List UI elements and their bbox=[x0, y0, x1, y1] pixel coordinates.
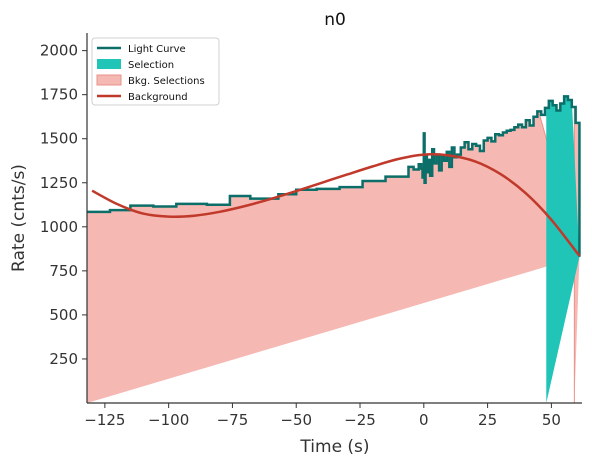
x-tick-label: −25 bbox=[344, 411, 376, 429]
legend-box bbox=[91, 37, 220, 106]
x-tick-label: −125 bbox=[84, 411, 125, 429]
light-curve-layer bbox=[87, 95, 581, 257]
legend-label-0: Light Curve bbox=[128, 44, 186, 55]
background-curve bbox=[91, 153, 581, 257]
x-tick-label: −50 bbox=[280, 411, 312, 429]
y-tick-label: 1500 bbox=[40, 130, 78, 148]
tick-labels: −125 −100 −75 −50 −25 0 25 50 250 500 750 1000 1250 1… bbox=[40, 42, 561, 429]
legend-swatch-1 bbox=[97, 59, 121, 69]
legend: Light Curve Selection Bkg. Selections Backg… bbox=[91, 37, 220, 106]
x-tick-label: 0 bbox=[419, 411, 429, 429]
legend-label-1: Selection bbox=[128, 60, 174, 71]
axes bbox=[82, 33, 582, 408]
chart-title: n0 bbox=[324, 10, 346, 30]
selection-area bbox=[546, 96, 580, 403]
legend-label-3: Background bbox=[128, 92, 188, 103]
x-axis-label: Time (s) bbox=[299, 437, 369, 457]
x-tick-label: 50 bbox=[542, 411, 561, 429]
x-tick-label: 25 bbox=[478, 411, 497, 429]
background-layer bbox=[91, 153, 581, 257]
bkg-selection-area-0 bbox=[86, 110, 580, 403]
y-axis-label: Rate (cnts/s) bbox=[9, 164, 29, 272]
legend-swatch-2 bbox=[96, 74, 122, 86]
y-tick-label: 1000 bbox=[40, 218, 78, 236]
y-tick-label: 500 bbox=[49, 306, 78, 324]
legend-label-2: Bkg. Selections bbox=[128, 76, 205, 87]
x-tick-label: −100 bbox=[148, 411, 189, 429]
selection-layer bbox=[546, 96, 580, 403]
y-tick-label: 1250 bbox=[40, 174, 78, 192]
y-tick-label: 1750 bbox=[40, 86, 78, 104]
bkg-selection-layer bbox=[86, 106, 580, 403]
x-tick-label: −75 bbox=[217, 411, 249, 429]
y-tick-label: 2000 bbox=[40, 42, 78, 60]
light-curve-line bbox=[87, 95, 581, 257]
y-tick-label: 750 bbox=[49, 262, 78, 280]
y-tick-label: 250 bbox=[49, 350, 78, 368]
